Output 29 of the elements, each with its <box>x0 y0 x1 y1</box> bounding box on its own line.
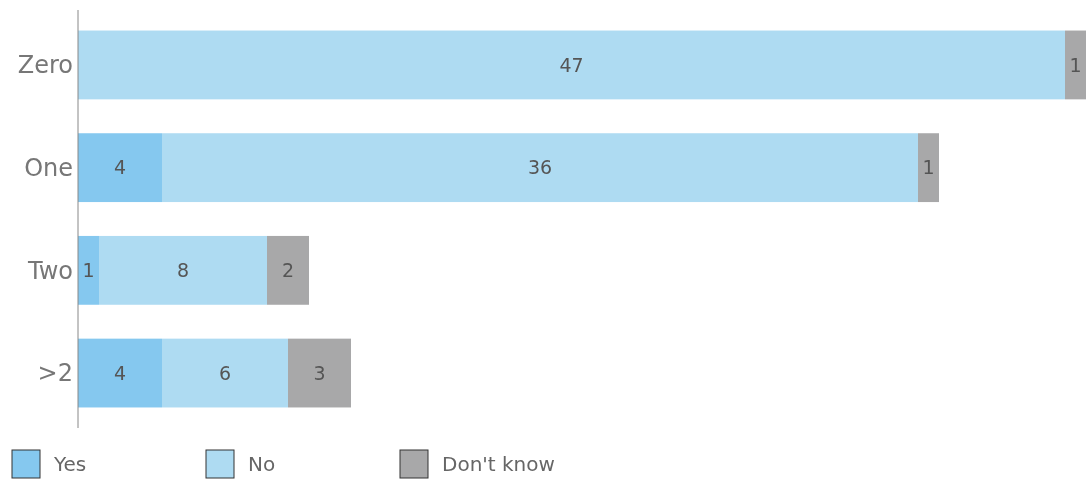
bar <box>78 235 99 305</box>
y-tick-label: >2 <box>37 359 73 388</box>
bar <box>78 133 162 203</box>
data-label: 36 <box>527 156 553 179</box>
bar <box>267 235 309 305</box>
legend-label: Yes <box>53 452 87 476</box>
data-label: 1 <box>1069 53 1082 76</box>
bar <box>1065 30 1086 100</box>
data-label: 1 <box>922 156 935 179</box>
legend-label: No <box>248 452 276 476</box>
data-label: 4 <box>113 361 127 384</box>
data-label: 3 <box>313 361 326 384</box>
data-label: 8 <box>176 259 190 281</box>
bar <box>288 338 351 408</box>
data-label: 6 <box>218 361 232 384</box>
data-label: 2 <box>281 259 295 281</box>
y-tick-label: Zero <box>17 51 73 80</box>
bar <box>162 338 288 408</box>
y-tick-label: Two <box>27 256 73 285</box>
data-label: 1 <box>82 259 95 281</box>
data-label: 4 <box>113 156 127 179</box>
bar <box>78 338 162 408</box>
data-label: 47 <box>559 53 584 76</box>
legend-label: Don't know <box>442 452 555 476</box>
bar <box>99 235 267 305</box>
y-tick-label: One <box>24 154 73 183</box>
bar <box>918 133 939 203</box>
bar <box>162 133 918 203</box>
bar <box>78 30 1065 100</box>
